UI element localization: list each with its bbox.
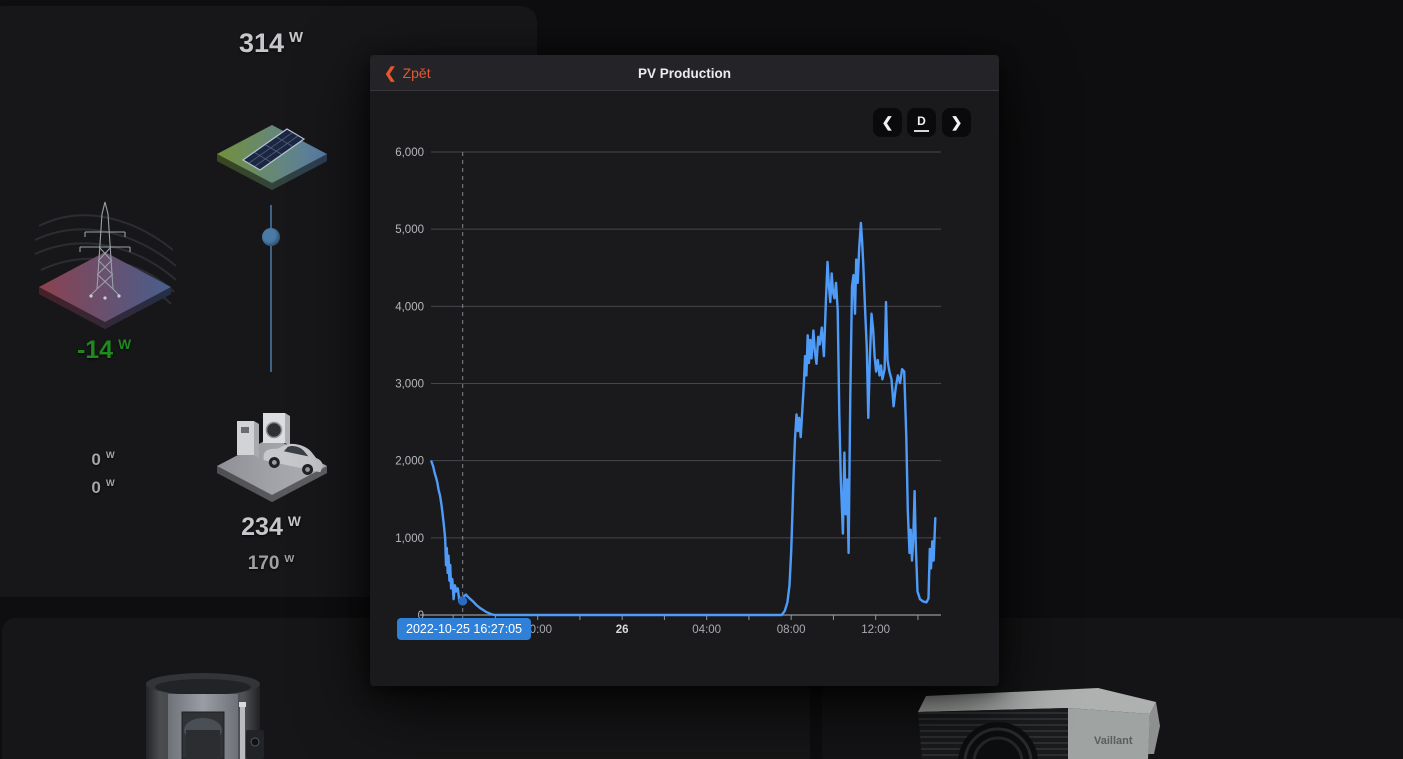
svg-text:2,000: 2,000 <box>395 456 424 468</box>
period-selector-button[interactable]: D <box>907 108 936 137</box>
next-period-button[interactable]: ❯ <box>942 108 971 137</box>
pv-production-modal: ❮ Zpět PV Production ❮ D ❯ 0 1,000 2,000 3,… <box>370 55 999 686</box>
svg-text:5,000: 5,000 <box>395 224 424 236</box>
home-consumers-icon <box>217 413 327 502</box>
grid-power-value: -14 W <box>39 336 169 365</box>
svg-text:04:00: 04:00 <box>692 624 721 636</box>
consumption-power-value: 234 W <box>200 513 342 542</box>
svg-text:6,000: 6,000 <box>395 147 424 159</box>
storage-power-unit: W <box>105 450 115 461</box>
storage-power-number: 0 <box>91 450 101 469</box>
svg-text:1,000: 1,000 <box>395 533 424 545</box>
svg-text:3,000: 3,000 <box>395 379 424 391</box>
consumption-power-unit: W <box>287 513 301 529</box>
vaillant-logo: Vaillant <box>1094 735 1133 747</box>
water-tank-image <box>146 673 264 759</box>
grid-power-number: -14 <box>76 336 114 364</box>
back-chevron-icon: ❮ <box>384 65 397 82</box>
heat-pump-image: Vaillant <box>918 688 1160 759</box>
energy-flow-line <box>270 205 272 372</box>
svg-text:0: 0 <box>418 610 424 622</box>
storage-power-2-number: 0 <box>91 478 101 497</box>
consumption-power-value-2: 170 W <box>200 553 342 575</box>
cursor-timestamp-badge: 2022-10-25 16:27:05 <box>397 618 532 640</box>
svg-text:08:00: 08:00 <box>777 624 806 636</box>
svg-text:26: 26 <box>616 624 629 636</box>
chevron-left-icon: ❮ <box>881 114 894 130</box>
svg-text:12:00: 12:00 <box>861 624 890 636</box>
back-button[interactable]: ❮ Zpět <box>384 55 431 91</box>
storage-power-2-unit: W <box>105 478 115 489</box>
car-icon <box>263 443 323 476</box>
consumption-power-number: 234 <box>241 513 283 541</box>
energy-flow-dot <box>262 228 280 246</box>
chevron-right-icon: ❯ <box>950 114 963 130</box>
period-label: D <box>914 114 929 132</box>
modal-title: PV Production <box>637 65 731 81</box>
prev-period-button[interactable]: ❮ <box>873 108 902 137</box>
pv-power-number: 314 <box>238 28 285 58</box>
grid-pylon-icon <box>34 201 177 329</box>
svg-text:4,000: 4,000 <box>395 301 424 313</box>
modal-header: ❮ Zpět PV Production <box>370 55 999 91</box>
consumption-power-2-number: 170 <box>247 553 280 574</box>
appliance-cabinet <box>237 421 254 455</box>
grid-power-unit: W <box>118 336 132 352</box>
solar-panel-icon <box>217 125 327 190</box>
consumption-power-2-unit: W <box>284 553 295 565</box>
pv-power-value: 314 W <box>200 28 342 59</box>
pv-power-unit: W <box>289 30 304 46</box>
back-label: Zpět <box>402 65 431 81</box>
